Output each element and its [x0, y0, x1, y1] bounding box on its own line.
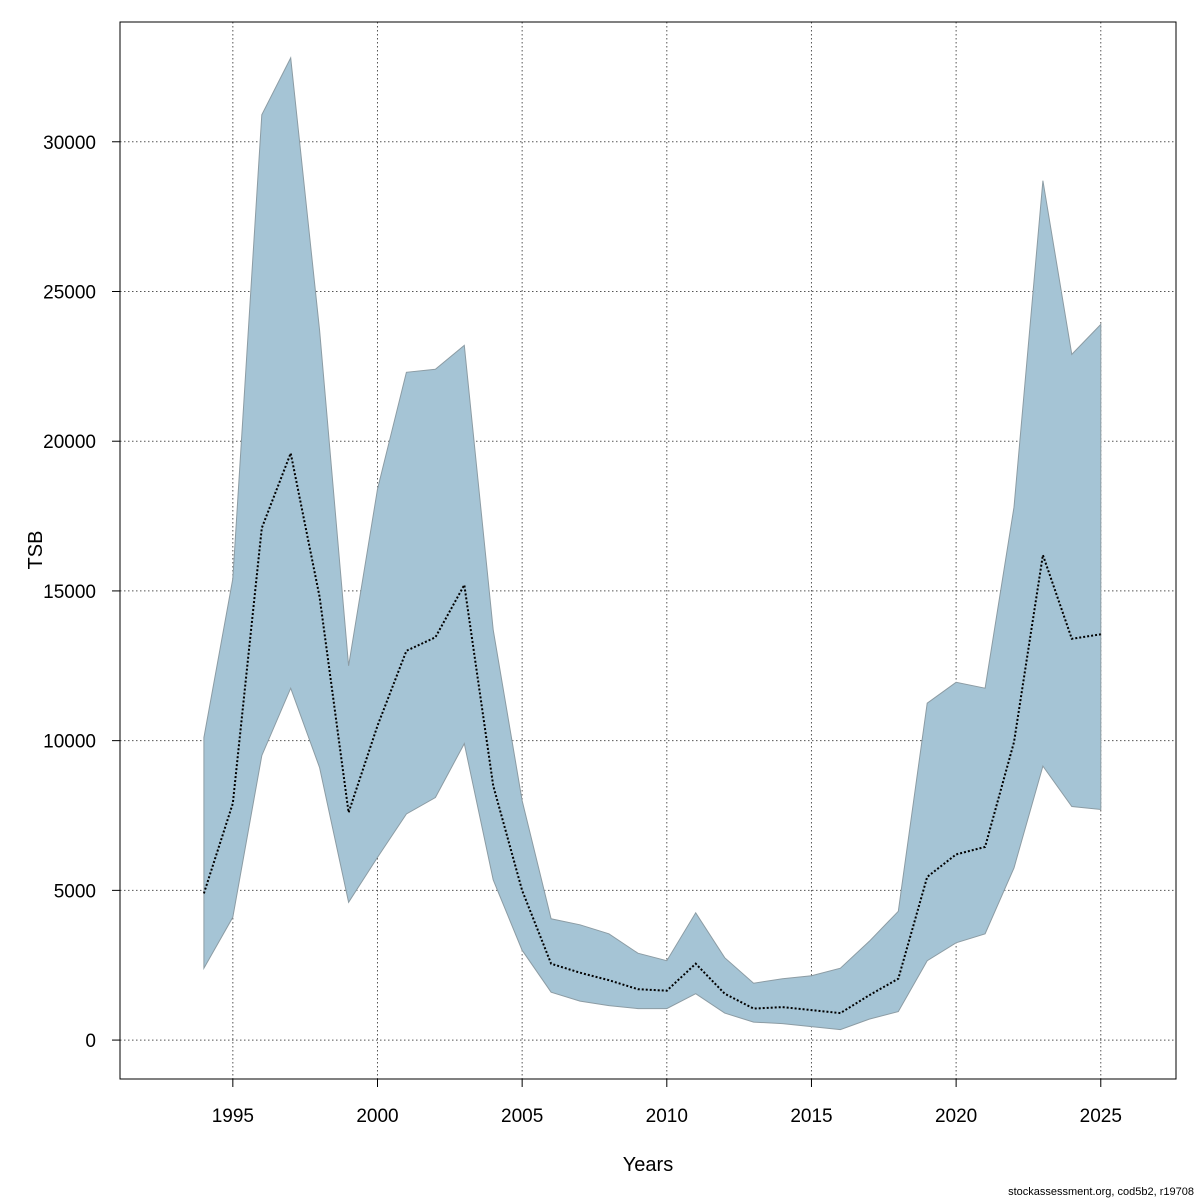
x-tick-label: 2005 [501, 1106, 543, 1127]
estimate-line [202, 449, 1101, 1015]
x-tick-label: 2025 [1080, 1106, 1122, 1127]
x-axis: 1995 2000 2005 2010 2015 2020 2025 [212, 1079, 1122, 1127]
x-tick-label: 2015 [790, 1106, 832, 1127]
y-tick-label: 0 [85, 1031, 96, 1052]
y-tick-label: 10000 [43, 732, 96, 753]
x-axis-title: Years [623, 1154, 673, 1176]
x-tick-label: 1995 [212, 1106, 254, 1127]
x-tick-label: 2020 [935, 1106, 977, 1127]
x-tick-label: 2000 [356, 1106, 398, 1127]
y-tick-label: 20000 [43, 432, 96, 453]
y-tick-label: 25000 [43, 282, 96, 303]
y-tick-label: 5000 [54, 881, 96, 902]
plot-frame [119, 21, 1177, 1080]
y-axis-title: TSB [25, 531, 47, 570]
y-axis: 0 5000 10000 15000 20000 25000 30000 [43, 133, 120, 1052]
footnote: stockassessment.org, cod5b2, r19708 [1008, 1186, 1194, 1198]
confidence-band [203, 56, 1102, 1031]
y-tick-label: 15000 [43, 582, 96, 603]
x-tick-label: 2010 [646, 1106, 688, 1127]
y-tick-label: 30000 [43, 133, 96, 154]
